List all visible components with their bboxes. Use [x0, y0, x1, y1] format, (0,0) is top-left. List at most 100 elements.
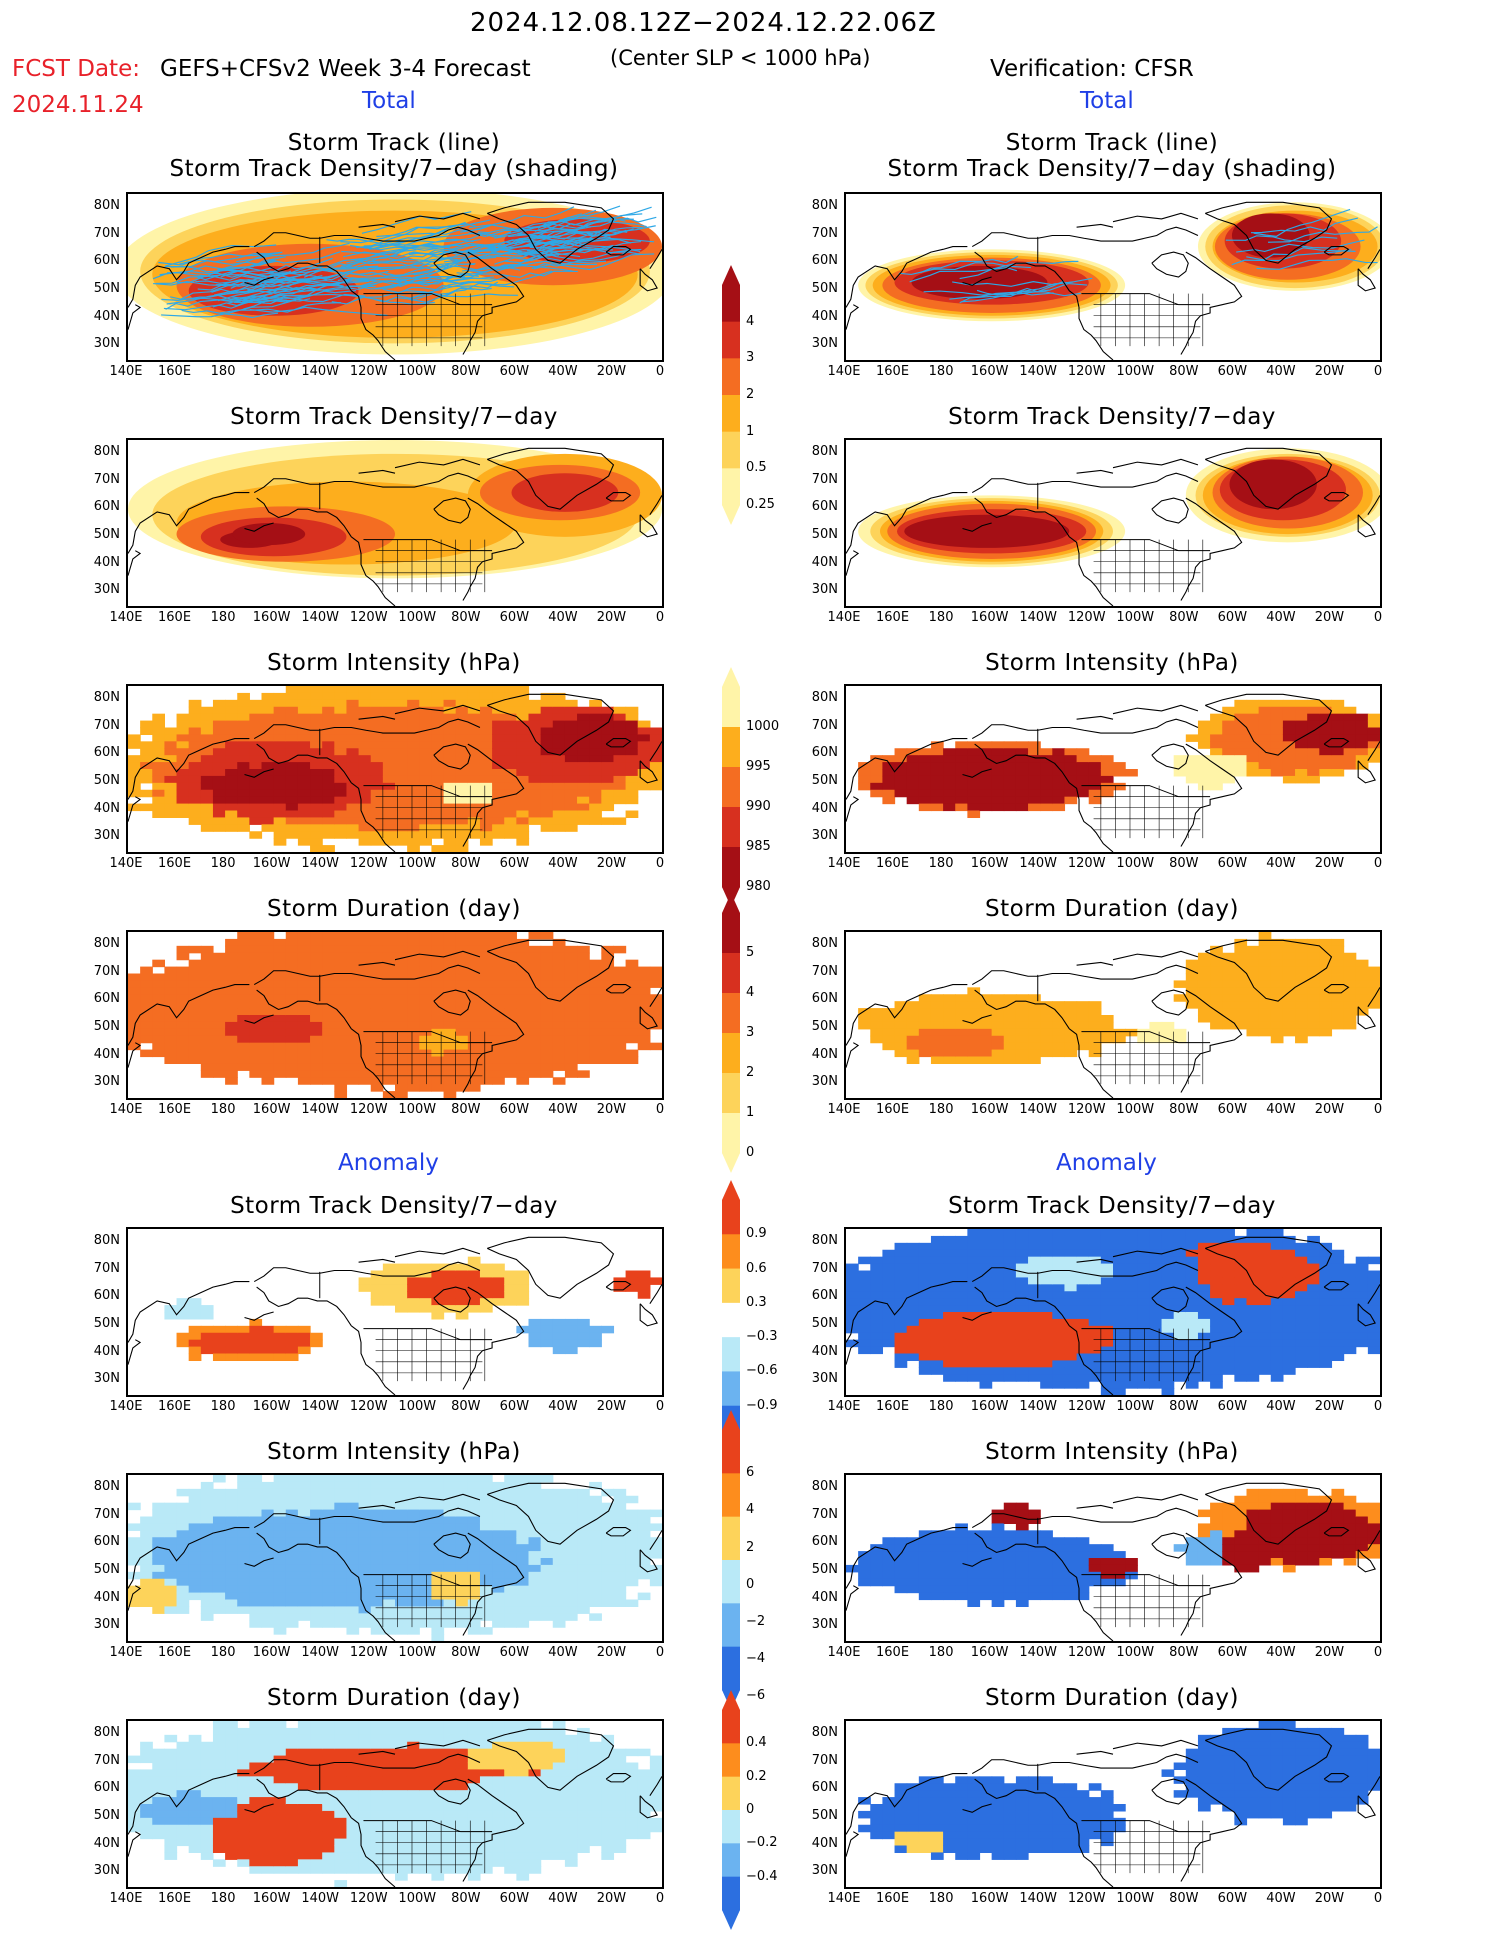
lat-label: 30N — [86, 1074, 120, 1089]
criteria-label: (Center SLP < 1000 hPa) — [610, 46, 870, 70]
left-density-map-graphic — [128, 440, 662, 606]
lat-label: 50N — [804, 1562, 838, 1577]
lon-label: 100W — [1116, 610, 1154, 625]
left-duration-anom-map — [126, 1719, 664, 1889]
colorbar-label: 0.9 — [746, 1226, 767, 1241]
colorbar-label: 0 — [746, 1577, 754, 1592]
lon-label: 120W — [350, 856, 388, 871]
lat-label: 60N — [86, 991, 120, 1006]
colorbar-label: −0.3 — [746, 1329, 778, 1344]
lon-label: 40W — [1266, 856, 1295, 871]
colorbar-label: −4 — [746, 1651, 765, 1666]
colorbar-label: 3 — [746, 1025, 754, 1040]
colorbar-label: 995 — [746, 759, 771, 774]
lon-label: 140W — [301, 1102, 339, 1117]
right-density-anom-map — [844, 1227, 1382, 1397]
lon-label: 80W — [1169, 1891, 1198, 1906]
colorbar-segment — [722, 953, 740, 994]
lon-label: 100W — [398, 610, 436, 625]
colorbar-label: 0.4 — [746, 1735, 767, 1750]
lat-label: 80N — [804, 198, 838, 213]
colorbar-segment — [722, 322, 740, 359]
colorbar-label: 0.6 — [746, 1261, 767, 1276]
lat-label: 40N — [804, 1590, 838, 1605]
colorbar-bottom-arrow — [722, 505, 740, 525]
lon-label: 180 — [211, 364, 236, 379]
lon-label: 160E — [158, 364, 191, 379]
lon-label: 80W — [1169, 364, 1198, 379]
right-density-map — [844, 438, 1382, 608]
left-intensity-anom-title: Storm Intensity (hPa) — [94, 1439, 694, 1465]
lon-label: 180 — [929, 1891, 954, 1906]
lon-label: 40W — [1266, 364, 1295, 379]
lat-label: 70N — [86, 964, 120, 979]
lon-label: 140W — [1019, 856, 1057, 871]
lat-label: 30N — [86, 582, 120, 597]
lon-label: 0 — [656, 1399, 664, 1414]
right-intensity-map-graphic — [846, 686, 1380, 852]
colorbar-label: 0.25 — [746, 497, 775, 512]
left-track-map — [126, 192, 664, 362]
lon-label: 0 — [1374, 1399, 1382, 1414]
lon-label: 120W — [350, 1891, 388, 1906]
lon-label: 40W — [1266, 1102, 1295, 1117]
colorbar-label: 0 — [746, 1802, 754, 1817]
right-intensity-anom-map — [844, 1473, 1382, 1643]
lon-label: 40W — [1266, 1645, 1295, 1660]
lon-label: 180 — [211, 1399, 236, 1414]
left-density-anom-title: Storm Track Density/7−day — [94, 1193, 694, 1219]
lon-label: 160W — [971, 364, 1009, 379]
lon-label: 140E — [109, 1645, 142, 1660]
lat-label: 60N — [804, 1288, 838, 1303]
lon-label: 20W — [597, 856, 626, 871]
lon-label: 180 — [211, 1891, 236, 1906]
colorbar-segment — [722, 767, 740, 808]
lon-label: 120W — [1068, 364, 1106, 379]
left-intensity-anom-map-graphic — [128, 1475, 662, 1641]
lon-label: 80W — [1169, 856, 1198, 871]
lon-label: 80W — [451, 610, 480, 625]
lon-label: 20W — [1315, 1891, 1344, 1906]
left-duration-anom-map-graphic — [128, 1721, 662, 1887]
colorbar-label: 6 — [746, 1465, 754, 1480]
colorbar-segment — [722, 1269, 740, 1304]
lon-label: 100W — [1116, 364, 1154, 379]
lon-label: 160W — [253, 1102, 291, 1117]
colorbar-label: 4 — [746, 985, 754, 1000]
lat-label: 30N — [804, 1074, 838, 1089]
right-intensity-title: Storm Intensity (hPa) — [812, 650, 1412, 676]
lon-label: 40W — [1266, 1399, 1295, 1414]
lon-label: 160W — [971, 610, 1009, 625]
lat-label: 70N — [804, 1507, 838, 1522]
colorbar-segment — [722, 1371, 740, 1406]
fcst-date-label: FCST Date: — [12, 56, 140, 82]
colorbar-label: 4 — [746, 1502, 754, 1517]
lon-label: 160E — [158, 610, 191, 625]
lon-label: 140E — [827, 1399, 860, 1414]
lon-label: 20W — [1315, 1102, 1344, 1117]
lon-label: 20W — [1315, 1399, 1344, 1414]
lon-label: 140W — [301, 1645, 339, 1660]
lon-label: 80W — [451, 1891, 480, 1906]
lon-label: 80W — [451, 364, 480, 379]
lat-label: 70N — [86, 718, 120, 733]
lon-label: 180 — [211, 1645, 236, 1660]
right-duration-map-graphic — [846, 932, 1380, 1098]
lat-label: 60N — [86, 1780, 120, 1795]
lon-label: 180 — [211, 1102, 236, 1117]
lat-label: 50N — [86, 281, 120, 296]
lon-label: 80W — [451, 1102, 480, 1117]
lat-label: 40N — [86, 1344, 120, 1359]
lon-label: 160E — [158, 1891, 191, 1906]
colorbar-segment — [722, 1603, 740, 1647]
lon-label: 180 — [929, 1102, 954, 1117]
lon-label: 100W — [398, 1891, 436, 1906]
lat-label: 80N — [804, 690, 838, 705]
lat-label: 80N — [804, 1479, 838, 1494]
lon-label: 40W — [548, 1891, 577, 1906]
lat-label: 40N — [86, 801, 120, 816]
lon-label: 40W — [548, 856, 577, 871]
model-title: GEFS+CFSv2 Week 3-4 Forecast — [160, 56, 531, 82]
lon-label: 0 — [656, 856, 664, 871]
lon-label: 100W — [398, 1102, 436, 1117]
